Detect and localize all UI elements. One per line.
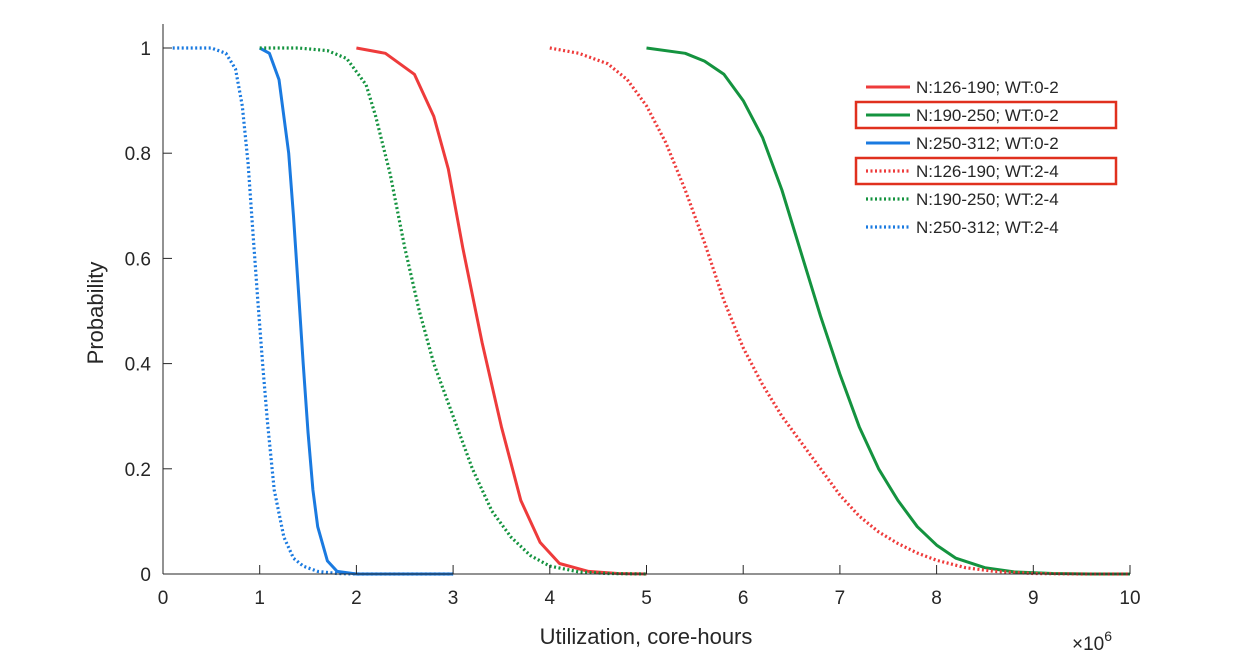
series-line-2: [646, 46, 1130, 576]
x-multiplier-label: ×106: [1072, 628, 1112, 655]
y-tick-label: 0.8: [125, 144, 151, 165]
x-axis-title: Utilization, core-hours: [540, 624, 753, 649]
y-tick-label: 0.2: [125, 460, 151, 481]
legend-label: N:126-190; WT:0-2: [916, 78, 1059, 97]
y-tick-label: 0.6: [125, 249, 151, 270]
x-tick-label: 3: [448, 588, 459, 609]
y-ticks: 0 0.2 0.4 0.6 0.8 1: [125, 39, 172, 586]
legend-label: N:190-250; WT:0-2: [916, 106, 1059, 125]
series-line-1: [356, 46, 647, 576]
x-tick-label: 1: [254, 588, 265, 609]
legend-label: N:250-312; WT:0-2: [916, 134, 1059, 153]
series-line-4: [549, 46, 1130, 576]
x-tick-label: 6: [738, 588, 749, 609]
x-multiplier-base: ×10: [1072, 634, 1104, 655]
legend-label: N:126-190; WT:2-4: [916, 162, 1059, 181]
x-tick-label: 2: [351, 588, 362, 609]
x-ticks: 0 1 2 3 4 5 6 7 8 9 10: [158, 565, 1141, 609]
legend-highlight-box: [854, 100, 1118, 130]
x-tick-label: 8: [931, 588, 942, 609]
x-tick-label: 9: [1028, 588, 1039, 609]
x-tick-label: 5: [641, 588, 652, 609]
legend: N:126-190; WT:0-2 N:190-250; WT:0-2 N:250-…: [854, 70, 1120, 252]
legend-label: N:190-250; WT:2-4: [916, 190, 1059, 209]
legend-items: N:126-190; WT:0-2 N:190-250; WT:0-2 N:250-…: [854, 78, 1118, 237]
y-axis-title: Probability: [83, 262, 108, 365]
legend-box: [856, 70, 1120, 252]
x-tick-label: 7: [835, 588, 846, 609]
y-tick-label: 0.4: [125, 355, 152, 376]
series-line-6: [172, 46, 454, 576]
legend-label: N:250-312; WT:2-4: [916, 218, 1059, 237]
x-tick-label: 4: [545, 588, 556, 609]
legend-highlight-box: [854, 156, 1118, 186]
x-tick-label: 0: [158, 588, 169, 609]
y-tick-label: 0: [140, 565, 151, 586]
x-multiplier-exponent: 6: [1104, 628, 1112, 644]
x-tick-label: 10: [1119, 588, 1140, 609]
y-tick-label: 1: [140, 39, 151, 60]
